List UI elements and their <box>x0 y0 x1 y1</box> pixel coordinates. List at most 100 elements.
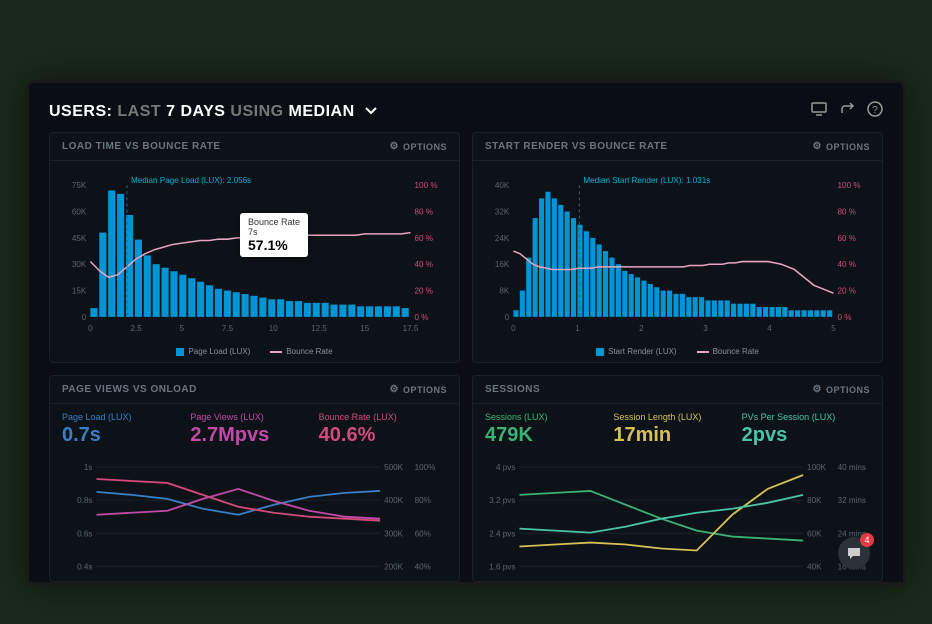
stat: Sessions (LUX)479K <box>485 412 613 447</box>
dashboard-grid: LOAD TIME VS BOUNCE RATE OPTIONS 75K60K4… <box>49 132 883 582</box>
title-days: 7 DAYS <box>166 103 225 120</box>
svg-text:0: 0 <box>511 324 516 333</box>
svg-text:500K: 500K <box>384 463 404 472</box>
panel-head: LOAD TIME VS BOUNCE RATE OPTIONS <box>50 133 459 161</box>
chart-area: 75K60K45K30K15K0100 %80 %60 %40 %20 %0 %… <box>50 161 459 341</box>
svg-text:2.5: 2.5 <box>130 324 142 333</box>
panel-load-time: LOAD TIME VS BOUNCE RATE OPTIONS 75K60K4… <box>49 132 460 363</box>
panel-title: START RENDER VS BOUNCE RATE <box>485 141 668 152</box>
svg-text:5: 5 <box>180 324 185 333</box>
tooltip-value: 57.1% <box>248 237 300 253</box>
svg-text:0.4s: 0.4s <box>77 562 92 571</box>
svg-text:15: 15 <box>360 324 370 333</box>
svg-text:1s: 1s <box>84 463 93 472</box>
svg-text:Median Page Load (LUX): 2.056s: Median Page Load (LUX): 2.056s <box>131 176 251 185</box>
svg-text:16K: 16K <box>495 260 510 269</box>
header: USERS: LAST 7 DAYS USING MEDIAN ? <box>49 101 883 122</box>
svg-text:2.4 pvs: 2.4 pvs <box>489 529 515 538</box>
svg-text:60 %: 60 % <box>415 234 433 243</box>
legend-line: Bounce Rate <box>270 347 332 356</box>
help-icon[interactable]: ? <box>867 101 883 122</box>
svg-text:0: 0 <box>505 313 510 322</box>
svg-text:0: 0 <box>88 324 93 333</box>
chevron-down-icon[interactable] <box>364 103 378 121</box>
options-button[interactable]: OPTIONS <box>813 141 870 152</box>
svg-text:8K: 8K <box>499 287 510 296</box>
svg-text:32 mins: 32 mins <box>838 496 866 505</box>
chart-area: 1s0.8s0.6s0.4s500K400K300K200K100%80%60%… <box>50 451 459 580</box>
legend: Start Render (LUX) Bounce Rate <box>473 341 882 362</box>
svg-text:20 %: 20 % <box>415 287 433 296</box>
svg-text:4: 4 <box>767 324 772 333</box>
svg-text:2: 2 <box>639 324 644 333</box>
svg-text:17.5: 17.5 <box>403 324 419 333</box>
stat-label: PVs Per Session (LUX) <box>742 412 870 422</box>
svg-text:15K: 15K <box>72 287 87 296</box>
monitor-icon[interactable] <box>811 101 827 122</box>
svg-text:0 %: 0 % <box>415 313 429 322</box>
stat: Page Load (LUX)0.7s <box>62 412 190 447</box>
stat: Page Views (LUX)2.7Mpvs <box>190 412 318 447</box>
svg-text:400K: 400K <box>384 496 404 505</box>
header-icons: ? <box>811 101 883 122</box>
panel-page-views: PAGE VIEWS VS ONLOAD OPTIONS Page Load (… <box>49 375 460 581</box>
stat-label: Session Length (LUX) <box>613 412 741 422</box>
share-icon[interactable] <box>839 101 855 122</box>
svg-text:40%: 40% <box>415 562 431 571</box>
stat: PVs Per Session (LUX)2pvs <box>742 412 870 447</box>
title-last: LAST <box>117 103 161 120</box>
svg-text:40 mins: 40 mins <box>838 463 866 472</box>
svg-text:60K: 60K <box>72 208 87 217</box>
stats-row: Page Load (LUX)0.7sPage Views (LUX)2.7Mp… <box>50 404 459 451</box>
svg-text:30K: 30K <box>72 260 87 269</box>
panel-head: SESSIONS OPTIONS <box>473 376 882 404</box>
chart-page-views: 1s0.8s0.6s0.4s500K400K300K200K100%80%60%… <box>62 461 447 572</box>
panel-title: PAGE VIEWS VS ONLOAD <box>62 384 197 395</box>
svg-text:12.5: 12.5 <box>311 324 327 333</box>
svg-text:32K: 32K <box>495 208 510 217</box>
svg-text:80%: 80% <box>415 496 431 505</box>
svg-text:5: 5 <box>831 324 836 333</box>
stat-value: 2.7Mpvs <box>190 424 318 447</box>
svg-text:45K: 45K <box>72 234 87 243</box>
svg-text:200K: 200K <box>384 562 404 571</box>
svg-text:100 %: 100 % <box>415 181 438 190</box>
svg-text:60K: 60K <box>807 529 822 538</box>
svg-text:60%: 60% <box>415 529 431 538</box>
svg-text:300K: 300K <box>384 529 404 538</box>
svg-text:0 %: 0 % <box>838 313 852 322</box>
tooltip: Bounce Rate 7s 57.1% <box>240 213 308 257</box>
svg-text:4 pvs: 4 pvs <box>496 463 515 472</box>
stat-value: 479K <box>485 424 613 447</box>
legend-bar: Page Load (LUX) <box>176 347 250 356</box>
stat-label: Page Load (LUX) <box>62 412 190 422</box>
options-button[interactable]: OPTIONS <box>813 384 870 395</box>
svg-text:80 %: 80 % <box>838 208 856 217</box>
svg-text:100K: 100K <box>807 463 827 472</box>
panel-title: LOAD TIME VS BOUNCE RATE <box>62 141 220 152</box>
panel-sessions: SESSIONS OPTIONS Sessions (LUX)479KSessi… <box>472 375 883 581</box>
svg-text:Median Start Render (LUX): 1.0: Median Start Render (LUX): 1.031s <box>583 176 710 185</box>
svg-text:40K: 40K <box>807 562 822 571</box>
stat: Session Length (LUX) 17min <box>613 412 741 447</box>
stat-label: Bounce Rate (LUX) <box>319 412 447 422</box>
stat-value: 17min <box>613 424 741 447</box>
svg-text:0.6s: 0.6s <box>77 529 92 538</box>
chart-area: 4 pvs3.2 pvs2.4 pvs1.6 pvs100K80K60K40K4… <box>473 451 882 580</box>
chat-icon <box>846 545 862 561</box>
svg-text:60 %: 60 % <box>838 234 856 243</box>
svg-text:?: ? <box>872 105 878 116</box>
options-button[interactable]: OPTIONS <box>390 141 447 152</box>
page-title[interactable]: USERS: LAST 7 DAYS USING MEDIAN <box>49 103 378 121</box>
panel-start-render: START RENDER VS BOUNCE RATE OPTIONS 40K3… <box>472 132 883 363</box>
svg-text:1: 1 <box>575 324 580 333</box>
tooltip-sublabel: 7s <box>248 227 300 237</box>
svg-text:100 %: 100 % <box>838 181 861 190</box>
svg-text:80 %: 80 % <box>415 208 433 217</box>
tooltip-label: Bounce Rate <box>248 217 300 227</box>
panel-title: SESSIONS <box>485 384 540 395</box>
svg-text:24K: 24K <box>495 234 510 243</box>
svg-text:10: 10 <box>269 324 279 333</box>
options-button[interactable]: OPTIONS <box>390 384 447 395</box>
chat-button[interactable] <box>838 537 870 569</box>
